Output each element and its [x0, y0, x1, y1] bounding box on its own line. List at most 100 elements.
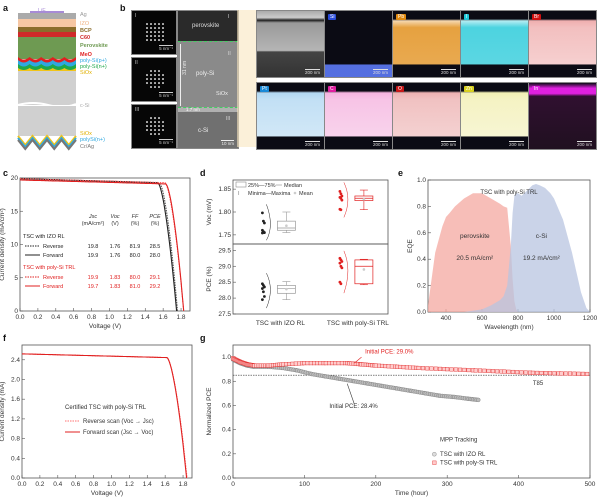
- layer-label: polySi(n+): [80, 137, 105, 143]
- fft-pattern: I 5 nm⁻¹: [131, 10, 177, 55]
- y-tick-label: 28.5: [218, 279, 231, 286]
- annotation-arrow: [346, 383, 355, 405]
- x-axis-label: Wavelength (nm): [484, 324, 533, 331]
- legend-marker-izo: [432, 452, 437, 457]
- data-point-trl: [515, 370, 520, 375]
- y-tick-label: 15: [11, 208, 19, 215]
- diffraction-spot: [162, 125, 164, 127]
- annotation-arrow: [354, 356, 362, 364]
- diffraction-spot: [154, 31, 156, 33]
- eds-scale-bar: 200 nm: [304, 141, 320, 147]
- diffraction-spot: [146, 27, 148, 29]
- eds-scale-bar: 200 nm: [372, 69, 388, 75]
- x-tick-label: 0.6: [69, 314, 78, 321]
- tem-cross-section: perovskite poly-Si SiOx c-Si 31 nm 1.7 n…: [177, 10, 239, 149]
- diffraction-spot: [162, 129, 164, 131]
- diffraction-spot: [150, 129, 152, 131]
- diffraction-spot: [162, 39, 164, 41]
- diffraction-spot: [146, 74, 148, 76]
- data-point: [340, 194, 344, 198]
- data-point-trl: [563, 371, 568, 376]
- jv-chart-f: 0.0 0.2 0.4 0.6 0.8 1.0 1.2 1.4 1.6 1.8 0.0 0.4 0.8 1…: [0, 344, 193, 497]
- eds-scale-bar: 200 nm: [508, 69, 524, 75]
- jsc-label: 19.2 mA/cm²: [523, 255, 561, 262]
- diffraction-spot: [162, 78, 164, 80]
- panel-label-a: a: [3, 3, 9, 13]
- diffraction-spot: [154, 35, 156, 37]
- diffraction-spot: [154, 117, 156, 119]
- diffraction-spot: [146, 121, 148, 123]
- jsc-label: 20.5 mA/cm²: [456, 255, 494, 262]
- diffraction-spot: [154, 125, 156, 127]
- data-point-trl: [495, 369, 500, 374]
- table-header: Voc: [110, 214, 120, 220]
- tem-label-perovskite: perovskite: [192, 23, 220, 29]
- y-tick-label: 1.0: [417, 177, 426, 184]
- y-tick-label: 0: [14, 308, 18, 315]
- y-axis-label: Current density (mA): [0, 382, 6, 442]
- fft-scale-bar: 5 nm⁻¹: [159, 92, 173, 98]
- table-header: PCE: [149, 214, 161, 220]
- x-tick-label: 400: [441, 315, 452, 322]
- diffraction-spot: [162, 74, 164, 76]
- x-tick-label: 1.6: [159, 314, 168, 321]
- diffraction-spot: [158, 27, 160, 29]
- diffraction-spot: [162, 31, 164, 33]
- element-tag: O: [396, 86, 404, 92]
- data-point-trl: [482, 368, 487, 373]
- table-cell: 29.2: [150, 284, 161, 290]
- eds-scale-bar: 200 nm: [304, 69, 320, 75]
- diffraction-spot: [154, 78, 156, 80]
- data-point-izo: [476, 397, 481, 403]
- data-point: [340, 198, 344, 202]
- diffraction-spot: [154, 133, 156, 135]
- y-tick-label: 1.6: [11, 396, 20, 403]
- data-point-trl: [576, 371, 581, 376]
- diffraction-spot: [162, 27, 164, 29]
- layer-label: BCP: [80, 28, 92, 34]
- eds-scale-bar: 200 nm: [576, 141, 592, 147]
- diffraction-spot: [146, 39, 148, 41]
- data-point-trl: [486, 368, 491, 373]
- data-point-trl: [530, 370, 535, 375]
- eds-map: O 200 nm: [392, 82, 461, 150]
- diffraction-spot: [146, 31, 148, 33]
- diffraction-spot: [146, 129, 148, 131]
- tem-thickness-polysi: 31 nm: [182, 61, 188, 75]
- x-tick-label: 1.8: [179, 481, 188, 488]
- y-tick-label: 20: [11, 175, 19, 182]
- fft-roman: III: [135, 107, 140, 113]
- layer-izo: [18, 19, 76, 27]
- diffraction-spot: [154, 82, 156, 84]
- y-tick-label: 2.4: [11, 357, 20, 364]
- eqe-area-c-Si: [428, 184, 590, 312]
- fft-roman: II: [135, 60, 138, 66]
- diffraction-spot: [158, 31, 160, 33]
- eds-map: Zn 200 nm: [460, 82, 529, 150]
- device-stack-diagram: LiFAgIZOBCPC60PerovskiteMeOpoly-Si(p+)po…: [17, 8, 108, 151]
- y-axis-label: Normalized PCE: [206, 387, 213, 436]
- diffraction-spot: [150, 82, 152, 84]
- annotation-trl: Initial PCE: 29.0%: [365, 349, 414, 355]
- diffraction-spot: [154, 74, 156, 76]
- x-tick-label: 1.6: [161, 481, 170, 488]
- element-tag: Pt: [260, 86, 269, 92]
- layer-c60: [18, 32, 76, 37]
- diffraction-spot: [158, 39, 160, 41]
- eds-map: Br 200 nm: [528, 10, 597, 78]
- data-point-trl: [449, 367, 454, 372]
- x-tick-label: 0.8: [87, 314, 96, 321]
- eds-scale-bar: 200 nm: [372, 141, 388, 147]
- x-tick-label: 1.2: [123, 314, 132, 321]
- y-tick-label: 10: [11, 242, 19, 249]
- y-axis-label: Voc (mV): [206, 199, 213, 226]
- t85-label: T85: [533, 381, 544, 387]
- diffraction-spot: [158, 23, 160, 25]
- layer-label: C60: [80, 35, 90, 41]
- diffraction-spot: [150, 74, 152, 76]
- panel-label-g: g: [200, 333, 206, 343]
- table-header: FF: [132, 214, 139, 220]
- x-tick-label: 1.0: [105, 314, 114, 321]
- series-label: perovskite: [460, 233, 490, 240]
- x-axis-label: Time (hour): [395, 490, 428, 497]
